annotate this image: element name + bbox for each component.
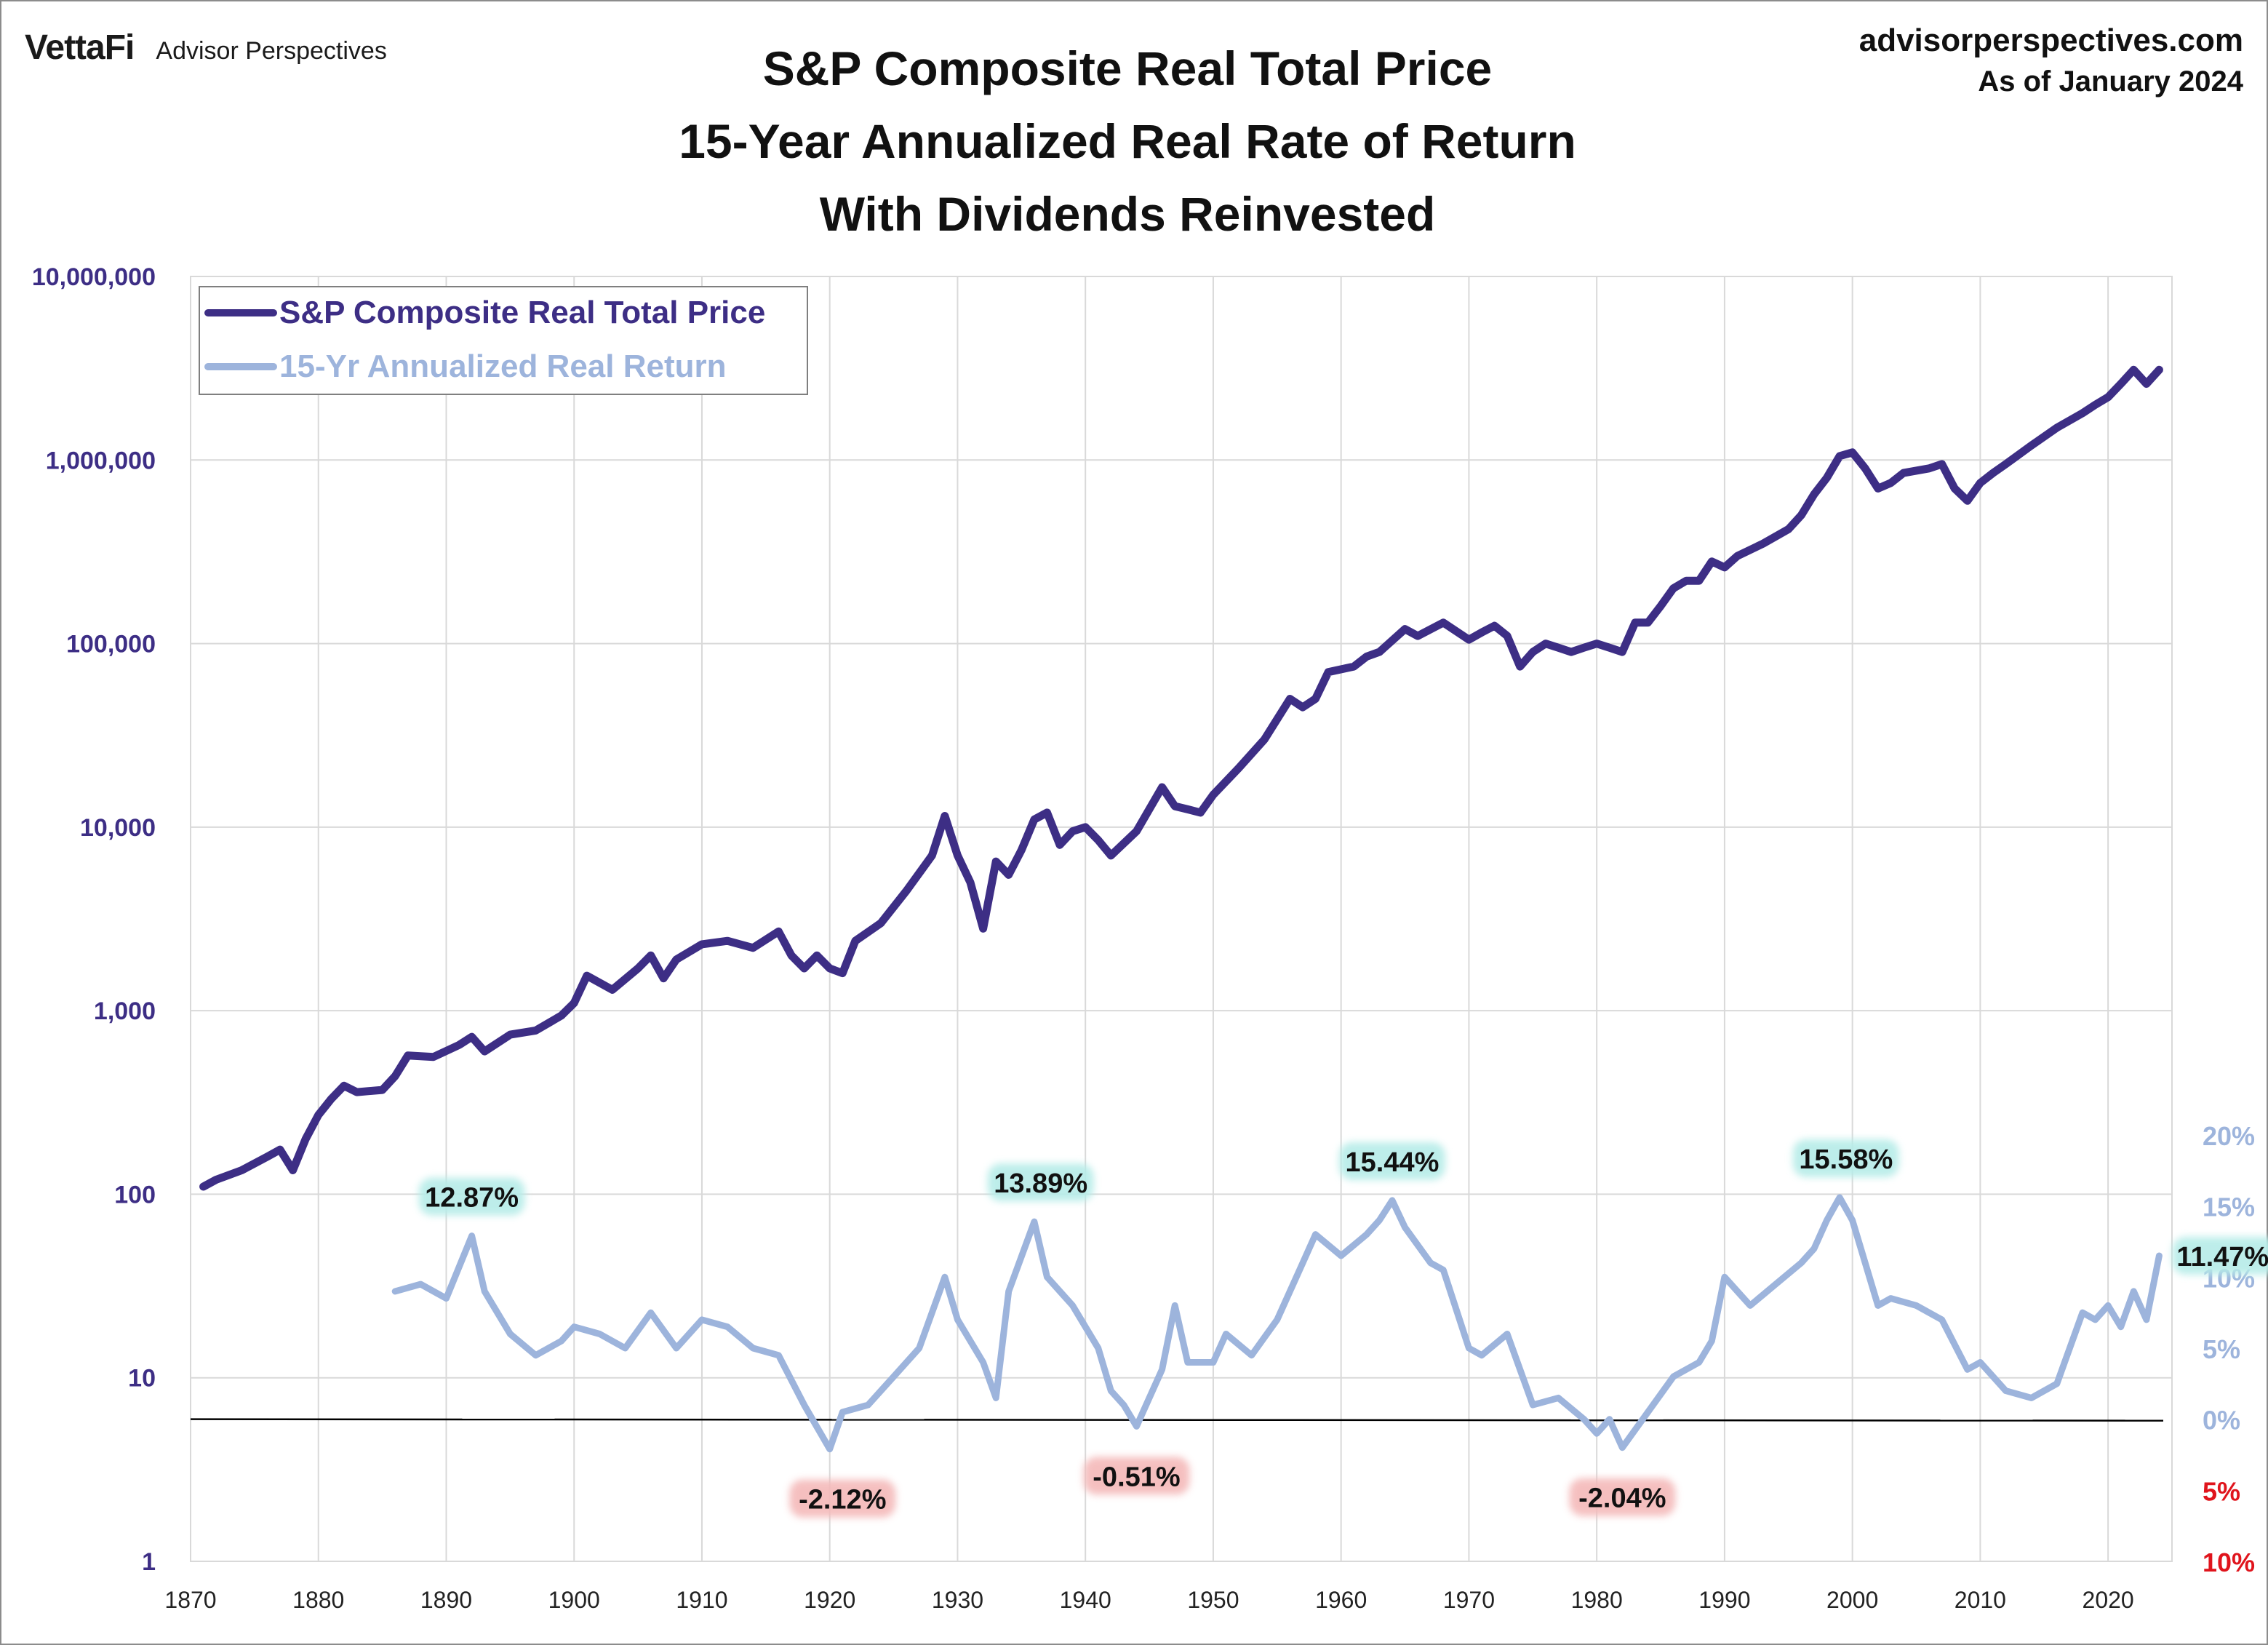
y-left-tick-label: 10,000,000	[32, 263, 156, 291]
annotation-glow	[2172, 1237, 2268, 1275]
annotation-trough: -2.12%	[789, 1479, 896, 1518]
annotation-glow	[1338, 1142, 1445, 1180]
chart-title: S&P Composite Real Total Price 15-Year A…	[364, 32, 1891, 250]
x-tick-label: 2010	[1954, 1587, 2006, 1613]
x-tick-label: 2020	[2083, 1587, 2134, 1613]
legend-box	[199, 286, 808, 395]
annotation-glow	[789, 1479, 896, 1518]
y-right-tick-label: 5%	[2203, 1334, 2240, 1364]
x-tick-label: 1900	[548, 1587, 600, 1613]
grid-lines	[190, 276, 2173, 1562]
x-tick-label: 1890	[420, 1587, 472, 1613]
legend-label: 15-Yr Annualized Real Return	[279, 348, 727, 384]
annotation-peak: 15.44%	[1338, 1142, 1445, 1180]
site-url: advisorperspectives.com	[1858, 23, 2243, 58]
y-left-tick-label: 100	[114, 1181, 156, 1208]
annotation-glow	[987, 1163, 1094, 1202]
advisor-perspectives-wordmark: Advisor Perspectives	[156, 37, 387, 65]
zero-return-line	[190, 1418, 2164, 1422]
x-tick-label: 1990	[1698, 1587, 1750, 1613]
y-left-tick-label: 10,000	[80, 814, 156, 842]
x-tick-label: 1920	[804, 1587, 855, 1613]
x-tick-label: 1950	[1187, 1587, 1239, 1613]
x-tick-label: 1870	[164, 1587, 216, 1613]
legend: S&P Composite Real Total Price 15-Yr Annu…	[199, 286, 808, 395]
annotation-peak: 12.87%	[418, 1177, 525, 1216]
y-right-tick-label: 0%	[2203, 1406, 2240, 1435]
plot-area	[190, 276, 2173, 1562]
title-line-3: With Dividends Reinvested	[819, 187, 1436, 241]
x-tick-label: 1910	[676, 1587, 727, 1613]
annotation-label: -2.12%	[799, 1485, 886, 1515]
y-left-tick-label: 100,000	[66, 631, 156, 658]
annotation-peak: 15.58%	[1792, 1139, 1899, 1177]
annotation-trough: -0.51%	[1083, 1457, 1190, 1495]
y-right-tick-label: 20%	[2203, 1121, 2255, 1151]
annotation-label: 15.58%	[1799, 1144, 1893, 1175]
x-tick-label: 1880	[292, 1587, 344, 1613]
annotation-label: -0.51%	[1093, 1462, 1180, 1492]
return-series-line	[391, 1194, 2163, 1453]
x-tick-label: 1960	[1315, 1587, 1367, 1613]
y-right-tick-label: 15%	[2203, 1192, 2255, 1222]
x-tick-label: 2000	[1826, 1587, 1878, 1613]
annotation-label: 15.44%	[1346, 1147, 1440, 1178]
annotation-layer: 12.87% 13.89% 15.44% 15.58% 11.47% -2.12% -0.5…	[418, 1139, 2268, 1518]
price-series-line	[199, 365, 2163, 1191]
annotation-glow	[1792, 1139, 1899, 1177]
x-tick-label: 1940	[1060, 1587, 1111, 1613]
y-right-tick-label: 10%	[2203, 1548, 2255, 1577]
x-tick-label: 1980	[1571, 1587, 1623, 1613]
right-y-axis: 20%15%10%5%0%5%10%	[2203, 1121, 2255, 1577]
legend-label: S&P Composite Real Total Price	[279, 295, 765, 330]
zero-line	[190, 1418, 2164, 1422]
vettafi-wordmark: VettaFi	[25, 28, 135, 67]
annotation-trough: -2.04%	[1569, 1478, 1676, 1516]
annotation-label: 13.89%	[994, 1168, 1087, 1199]
annotation-label: 12.87%	[425, 1183, 519, 1214]
title-line-2: 15-Year Annualized Real Rate of Return	[679, 114, 1576, 168]
left-y-axis: 1 10 100 1,000 10,000 100,000 1,000,000 10,000,…	[32, 263, 156, 1576]
title-line-1: S&P Composite Real Total Price	[762, 41, 1493, 95]
annotation-label: 11.47%	[2176, 1242, 2268, 1272]
x-tick-label: 1930	[932, 1587, 983, 1613]
y-left-tick-label: 1	[142, 1548, 156, 1576]
source-block: advisorperspectives.com As of January 20…	[1859, 20, 2243, 102]
y-left-tick-label: 1,000	[94, 997, 156, 1025]
x-axis: 1870 1880 1890 1900 1910 1920 1930 1940 1950 1960…	[164, 1587, 2133, 1613]
annotation-last: 11.47%	[2172, 1237, 2268, 1275]
x-tick-label: 1970	[1443, 1587, 1495, 1613]
annotation-peak: 13.89%	[987, 1163, 1094, 1202]
annotation-glow	[418, 1177, 525, 1216]
series-layer	[199, 365, 2163, 1453]
annotation-label: -2.04%	[1578, 1483, 1666, 1514]
brand-logo: VettaFi Advisor Perspectives	[25, 28, 387, 68]
y-left-tick-label: 1,000,000	[46, 447, 156, 474]
y-left-tick-label: 10	[128, 1365, 156, 1393]
as-of-date: As of January 2024	[1978, 65, 2243, 97]
annotation-glow	[1083, 1457, 1190, 1495]
annotation-glow	[1569, 1478, 1676, 1516]
y-right-tick-label: 5%	[2203, 1476, 2240, 1506]
